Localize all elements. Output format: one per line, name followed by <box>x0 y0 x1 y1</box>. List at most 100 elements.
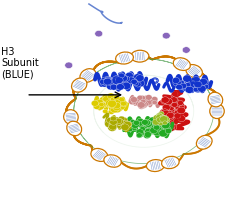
Circle shape <box>148 117 157 124</box>
Circle shape <box>202 84 209 90</box>
Ellipse shape <box>64 110 78 124</box>
Circle shape <box>133 81 138 86</box>
Circle shape <box>201 81 206 85</box>
Circle shape <box>179 80 184 85</box>
Circle shape <box>142 120 150 126</box>
Circle shape <box>65 62 73 69</box>
Circle shape <box>116 106 123 112</box>
Circle shape <box>171 111 179 118</box>
Circle shape <box>140 103 147 108</box>
Circle shape <box>107 93 115 99</box>
Circle shape <box>204 81 209 85</box>
Circle shape <box>116 84 124 90</box>
Ellipse shape <box>146 160 164 172</box>
Circle shape <box>120 82 126 87</box>
Circle shape <box>93 104 100 109</box>
Text: H3
Subunit
(BLUE): H3 Subunit (BLUE) <box>1 47 39 80</box>
Circle shape <box>182 47 190 53</box>
Circle shape <box>108 124 117 131</box>
Circle shape <box>136 133 142 138</box>
Circle shape <box>117 83 124 89</box>
Circle shape <box>131 122 139 128</box>
Circle shape <box>117 97 125 104</box>
Circle shape <box>130 120 136 124</box>
Circle shape <box>164 119 170 123</box>
Circle shape <box>94 102 102 108</box>
Circle shape <box>194 81 202 88</box>
Circle shape <box>162 104 170 111</box>
Circle shape <box>184 81 193 88</box>
Circle shape <box>111 79 116 83</box>
Circle shape <box>124 121 131 128</box>
Circle shape <box>138 98 144 103</box>
Circle shape <box>115 97 122 103</box>
Circle shape <box>144 128 153 135</box>
Circle shape <box>110 97 116 101</box>
Circle shape <box>162 116 169 122</box>
Circle shape <box>122 78 130 85</box>
Circle shape <box>158 121 164 125</box>
Circle shape <box>176 84 182 90</box>
Circle shape <box>185 86 194 93</box>
Circle shape <box>158 124 164 129</box>
Ellipse shape <box>91 149 108 161</box>
Circle shape <box>197 87 202 91</box>
Circle shape <box>145 125 152 131</box>
Circle shape <box>123 122 130 128</box>
Circle shape <box>110 106 118 113</box>
Circle shape <box>153 115 162 122</box>
Circle shape <box>125 72 133 79</box>
Circle shape <box>125 76 131 81</box>
Circle shape <box>168 124 177 131</box>
Circle shape <box>159 120 168 127</box>
Circle shape <box>163 109 170 115</box>
Circle shape <box>99 102 107 108</box>
Circle shape <box>110 116 116 121</box>
Circle shape <box>160 115 167 122</box>
Circle shape <box>138 130 145 136</box>
Circle shape <box>112 84 119 90</box>
Circle shape <box>156 115 162 119</box>
Ellipse shape <box>162 156 179 169</box>
Circle shape <box>125 121 132 127</box>
Circle shape <box>120 101 126 106</box>
Circle shape <box>161 98 168 104</box>
Circle shape <box>142 99 150 105</box>
Circle shape <box>157 114 165 121</box>
Circle shape <box>175 109 180 114</box>
Circle shape <box>162 110 170 116</box>
Circle shape <box>136 80 145 87</box>
Circle shape <box>132 122 138 128</box>
Circle shape <box>191 83 199 90</box>
Circle shape <box>96 99 103 105</box>
Circle shape <box>144 121 152 128</box>
Circle shape <box>161 118 168 124</box>
Circle shape <box>115 99 122 104</box>
Circle shape <box>174 104 180 109</box>
Circle shape <box>186 80 194 86</box>
Circle shape <box>180 105 185 109</box>
Circle shape <box>173 81 180 86</box>
Circle shape <box>112 99 121 106</box>
Circle shape <box>138 101 146 108</box>
Circle shape <box>146 123 154 130</box>
Circle shape <box>156 117 164 123</box>
Circle shape <box>177 107 185 114</box>
Circle shape <box>190 81 198 88</box>
Circle shape <box>108 100 116 107</box>
Circle shape <box>107 117 114 123</box>
Circle shape <box>176 81 182 85</box>
Circle shape <box>113 102 121 109</box>
Circle shape <box>185 82 190 87</box>
Circle shape <box>115 118 124 125</box>
Circle shape <box>135 82 141 87</box>
Ellipse shape <box>72 78 87 92</box>
Circle shape <box>105 101 113 108</box>
Circle shape <box>172 91 178 97</box>
Circle shape <box>169 122 174 126</box>
Circle shape <box>136 101 142 107</box>
Circle shape <box>169 123 175 129</box>
Circle shape <box>164 118 170 123</box>
Circle shape <box>109 124 117 130</box>
Circle shape <box>117 103 125 110</box>
